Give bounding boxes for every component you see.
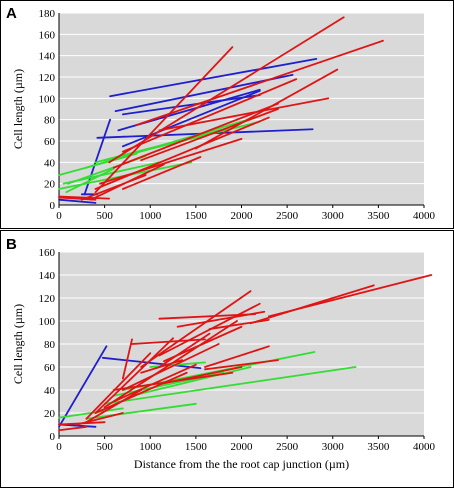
panel-a-y-tick-label: 60	[44, 136, 56, 148]
panel-a-red-cell-line	[80, 174, 147, 201]
panel-b-x-tick-label: 4000	[413, 441, 436, 453]
panel-a-blue-cell-line	[121, 89, 261, 148]
panel-b-red-cell-line	[131, 338, 206, 345]
panel-b-blue-cell-line	[58, 345, 108, 428]
panel-b-y-tick-label: 0	[50, 431, 56, 443]
panel-b-y-tick-label: 160	[39, 247, 56, 259]
panel-a-x-tick-label: 3000	[322, 210, 345, 222]
panel-a-red-cell-line	[121, 156, 202, 190]
panel-b-red-cell-line	[140, 290, 252, 368]
panel-a-blue-cell-line	[109, 57, 318, 98]
panel-b-red-cell-line	[267, 274, 433, 318]
panel-b-blue-cell-line	[101, 356, 202, 370]
panel-a-y-tick-label: 20	[44, 179, 56, 191]
panel-a-red-cell-line	[121, 78, 298, 153]
panel-a-red-cell-line	[99, 137, 243, 185]
panel-a-blue-cell-line	[58, 198, 97, 204]
panel-b-y-tick-label: 120	[39, 293, 56, 305]
panel-b-red-cell-line	[76, 412, 124, 426]
panel-a-x-tick-label: 500	[96, 210, 113, 222]
panel-b-red-cell-line	[158, 332, 211, 368]
panel-a-y-tick-label: 140	[39, 51, 56, 63]
panel-a-red-cell-line	[140, 108, 279, 162]
panel-b-red-cell-line	[112, 371, 234, 391]
panel-b-red-cell-line	[121, 343, 220, 391]
panel-a-red-cell-line	[94, 46, 234, 194]
panel-a-y-tick-label: 40	[44, 157, 56, 169]
panel-a-red-cell-line	[108, 16, 345, 164]
panel-a-x-tick-label: 4000	[413, 210, 436, 222]
panel-b-red-cell-line	[112, 363, 197, 403]
panel-b-x-axis-title: Distance from the the root cap junction …	[134, 457, 349, 471]
panel-b-y-tick-label: 40	[44, 385, 56, 397]
panel-b-y-tick-label: 100	[39, 316, 56, 328]
panel-a-y-tick-label: 160	[39, 29, 56, 41]
panel-b-red-cell-line	[85, 389, 143, 424]
panel-b-red-cell-line	[249, 284, 375, 325]
panel-b-red-cell-line	[94, 337, 174, 414]
panel-b-x-tick-label: 2500	[276, 441, 299, 453]
panel-a-letter: A	[6, 5, 17, 22]
panel-b-red-cell-line	[121, 338, 133, 380]
panel-b-red-cell-line	[204, 345, 270, 368]
panel-a-green-cell-line	[65, 167, 115, 194]
panel-a-plot-area	[59, 13, 424, 205]
panel-a-red-cell-line	[58, 195, 111, 200]
panel-b-y-tick-label: 140	[39, 270, 56, 282]
panel-b-red-cell-line	[140, 359, 184, 374]
panel-a-chart: 0 20 40 60 80 100 120 140 160 180 0 500 1000 1500 2000…	[11, 8, 436, 222]
panel-a-y-tick-label: 120	[39, 72, 56, 84]
panel-a-y-axis-title: Cell length (µm)	[11, 69, 25, 149]
panel-a-y-tick-label: 100	[39, 93, 56, 105]
panel-a-x-tick-label: 2000	[231, 210, 254, 222]
panel-a-x-tick-label: 2500	[276, 210, 299, 222]
panel-a-y-tick-label: 0	[50, 200, 56, 212]
panel-a-x-tick-label: 3500	[367, 210, 390, 222]
panel-a-red-cell-line	[94, 116, 270, 190]
panel-a-red-cell-line	[135, 39, 384, 126]
panel-a-red-cell-line	[112, 102, 279, 169]
panel-a-x-tick-label: 1500	[185, 210, 208, 222]
panel-b-red-cell-line	[94, 371, 188, 414]
panel-b-green-cell-line	[85, 402, 197, 420]
panel-b-x-tick-label: 2000	[231, 441, 254, 453]
panel-b-red-cell-line	[158, 313, 257, 320]
panel-a-red-cell-line	[58, 196, 97, 201]
panel-b-y-tick-label: 60	[44, 362, 56, 374]
panel-b-x-tick-label: 3000	[322, 441, 345, 453]
panel-b-green-cell-line	[131, 366, 252, 397]
panel-a-x-tick-label: 1000	[139, 210, 162, 222]
panel-b-x-tick-label: 3500	[367, 441, 390, 453]
panel-b-y-axis-title: Cell length (µm)	[11, 304, 25, 384]
panel-b-chart: 0 20 40 60 80 100 120 140 160 0 500 1000 1500 2000 250…	[11, 247, 436, 471]
panel-a-x-tick-label: 0	[56, 210, 62, 222]
panel-b-x-tick-label: 500	[96, 441, 113, 453]
panel-b-green-cell-line	[103, 366, 357, 405]
panel-b-red-cell-line	[85, 352, 152, 420]
panel-a-red-cell-line	[158, 97, 330, 132]
panel-b-x-tick-label: 0	[56, 441, 62, 453]
panel-b-y-tick-label: 20	[44, 408, 56, 420]
panel-b-y-tick-label: 80	[44, 339, 56, 351]
panel-b-x-tick-label: 1500	[185, 441, 208, 453]
panel-b-red-cell-line	[204, 359, 279, 371]
panel-b-x-tick-label: 1000	[139, 441, 162, 453]
panel-b-letter: B	[6, 236, 17, 253]
panel-a-y-tick-label: 80	[44, 115, 56, 127]
panel-a-blue-cell-line	[121, 94, 261, 116]
panel-a-y-tick-label: 180	[39, 8, 56, 20]
panel-b-red-cell-line	[58, 425, 88, 432]
